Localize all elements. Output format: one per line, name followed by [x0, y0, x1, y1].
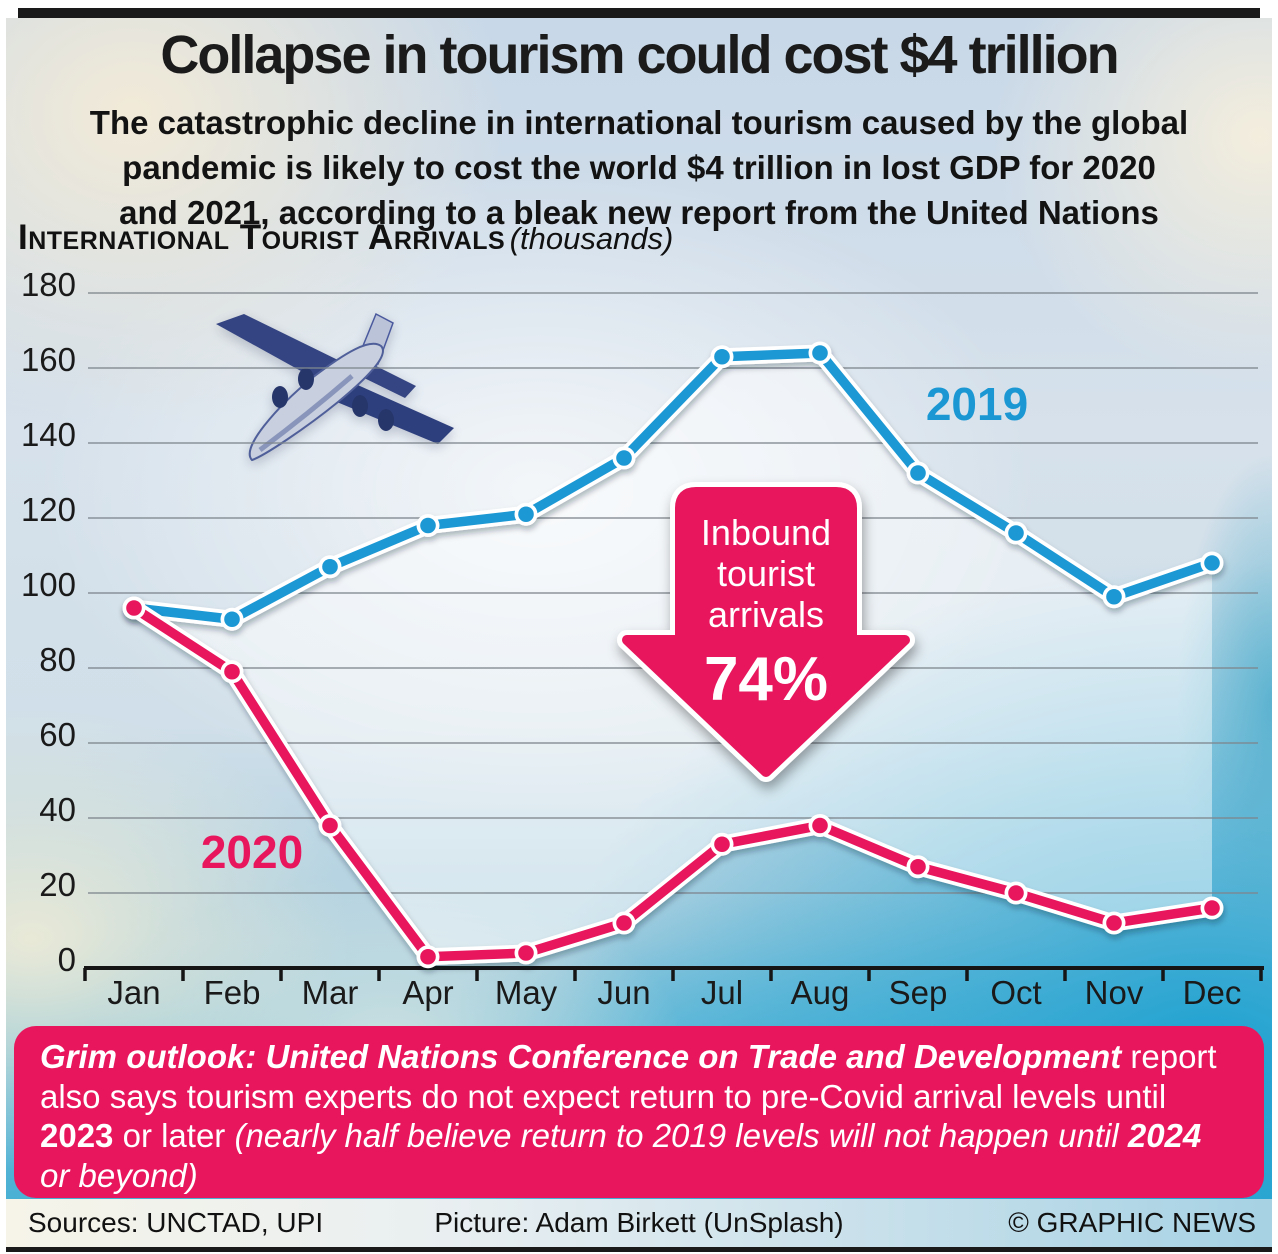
- grim-text: or later: [113, 1117, 235, 1154]
- subtitle-line: and 2021, according to a bleak new repor…: [119, 194, 1159, 231]
- svg-text:80: 80: [39, 641, 76, 678]
- y-axis-labels: 0 20 40 60 80 100 120 140 160 180: [21, 266, 76, 978]
- svg-text:140: 140: [21, 416, 76, 453]
- chart-section-title: International Tourist Arrivals: [18, 218, 506, 257]
- bottom-border-bar: [6, 1247, 1272, 1252]
- footer-bar: Sources: UNCTAD, UPI Picture: Adam Birke…: [6, 1199, 1272, 1247]
- svg-text:2020: 2020: [201, 826, 303, 878]
- svg-text:74%: 74%: [704, 645, 828, 714]
- footer-picture-credit: Picture: Adam Birkett (UnSplash): [434, 1207, 844, 1238]
- svg-text:60: 60: [39, 716, 76, 753]
- series-2019-line: [122, 341, 1224, 631]
- chart-section-unit: (thousands): [509, 221, 674, 256]
- svg-text:May: May: [495, 974, 558, 1011]
- svg-text:Nov: Nov: [1085, 974, 1144, 1011]
- svg-text:Dec: Dec: [1183, 974, 1242, 1011]
- svg-text:tourist: tourist: [717, 553, 815, 594]
- svg-text:Jul: Jul: [701, 974, 743, 1011]
- page-subtitle: The catastrophic decline in internationa…: [0, 100, 1278, 235]
- top-border-bar: [18, 8, 1260, 18]
- grim-year-2024: 2024: [1127, 1117, 1202, 1154]
- svg-text:Sep: Sep: [889, 974, 948, 1011]
- svg-text:Inbound: Inbound: [701, 512, 831, 553]
- grim-outlook-box: Grim outlook: United Nations Conference …: [14, 1026, 1264, 1198]
- chart-area: 0 20 40 60 80 100 120 140 160 180 Jan Feb Mar Apr May J…: [0, 250, 1278, 1030]
- page-title: Collapse in tourism could cost $4 trilli…: [160, 25, 1119, 85]
- footer-copyright: © GRAPHIC NEWS: [1008, 1207, 1256, 1238]
- grim-org-name: United Nations Conference on Trade and D…: [265, 1038, 1122, 1075]
- svg-text:Feb: Feb: [204, 974, 261, 1011]
- grim-parenthetical-end: or beyond): [40, 1156, 198, 1194]
- svg-text:Jun: Jun: [597, 974, 650, 1011]
- grim-year-2023: 2023: [40, 1117, 114, 1154]
- svg-text:40: 40: [39, 791, 76, 828]
- svg-text:2019: 2019: [926, 378, 1028, 430]
- svg-text:Mar: Mar: [302, 974, 359, 1011]
- svg-text:Jan: Jan: [107, 974, 160, 1011]
- grim-text: report also says tourism experts do not …: [40, 1038, 1217, 1115]
- sky-background-image: [6, 18, 1272, 1199]
- subtitle-line: pandemic is likely to cost the world $4 …: [122, 149, 1156, 186]
- x-axis: [83, 966, 1264, 981]
- chart-section-label: International Tourist Arrivals (thousand…: [18, 218, 673, 258]
- svg-text:20: 20: [39, 866, 76, 903]
- svg-text:160: 160: [21, 341, 76, 378]
- svg-text:Oct: Oct: [990, 974, 1041, 1011]
- svg-text:Aug: Aug: [791, 974, 850, 1011]
- svg-text:180: 180: [21, 266, 76, 303]
- series-year-labels: 2019 2020: [201, 378, 1028, 878]
- svg-text:120: 120: [21, 491, 76, 528]
- subtitle-line: The catastrophic decline in internationa…: [89, 104, 1189, 141]
- footer-sources: Sources: UNCTAD, UPI: [28, 1207, 324, 1238]
- series-2020-line: [122, 596, 1224, 969]
- svg-text:0: 0: [58, 941, 76, 978]
- svg-text:100: 100: [21, 566, 76, 603]
- month-labels: Jan Feb Mar Apr May Jun Jul Aug Sep Oct Nov Dec: [107, 974, 1241, 1011]
- svg-text:Apr: Apr: [402, 974, 453, 1011]
- grim-lead-in: Grim outlook:: [40, 1038, 266, 1075]
- grim-parenthetical: (nearly half believe return to 2019 leve…: [234, 1117, 1128, 1154]
- svg-text:arrivals: arrivals: [708, 594, 824, 635]
